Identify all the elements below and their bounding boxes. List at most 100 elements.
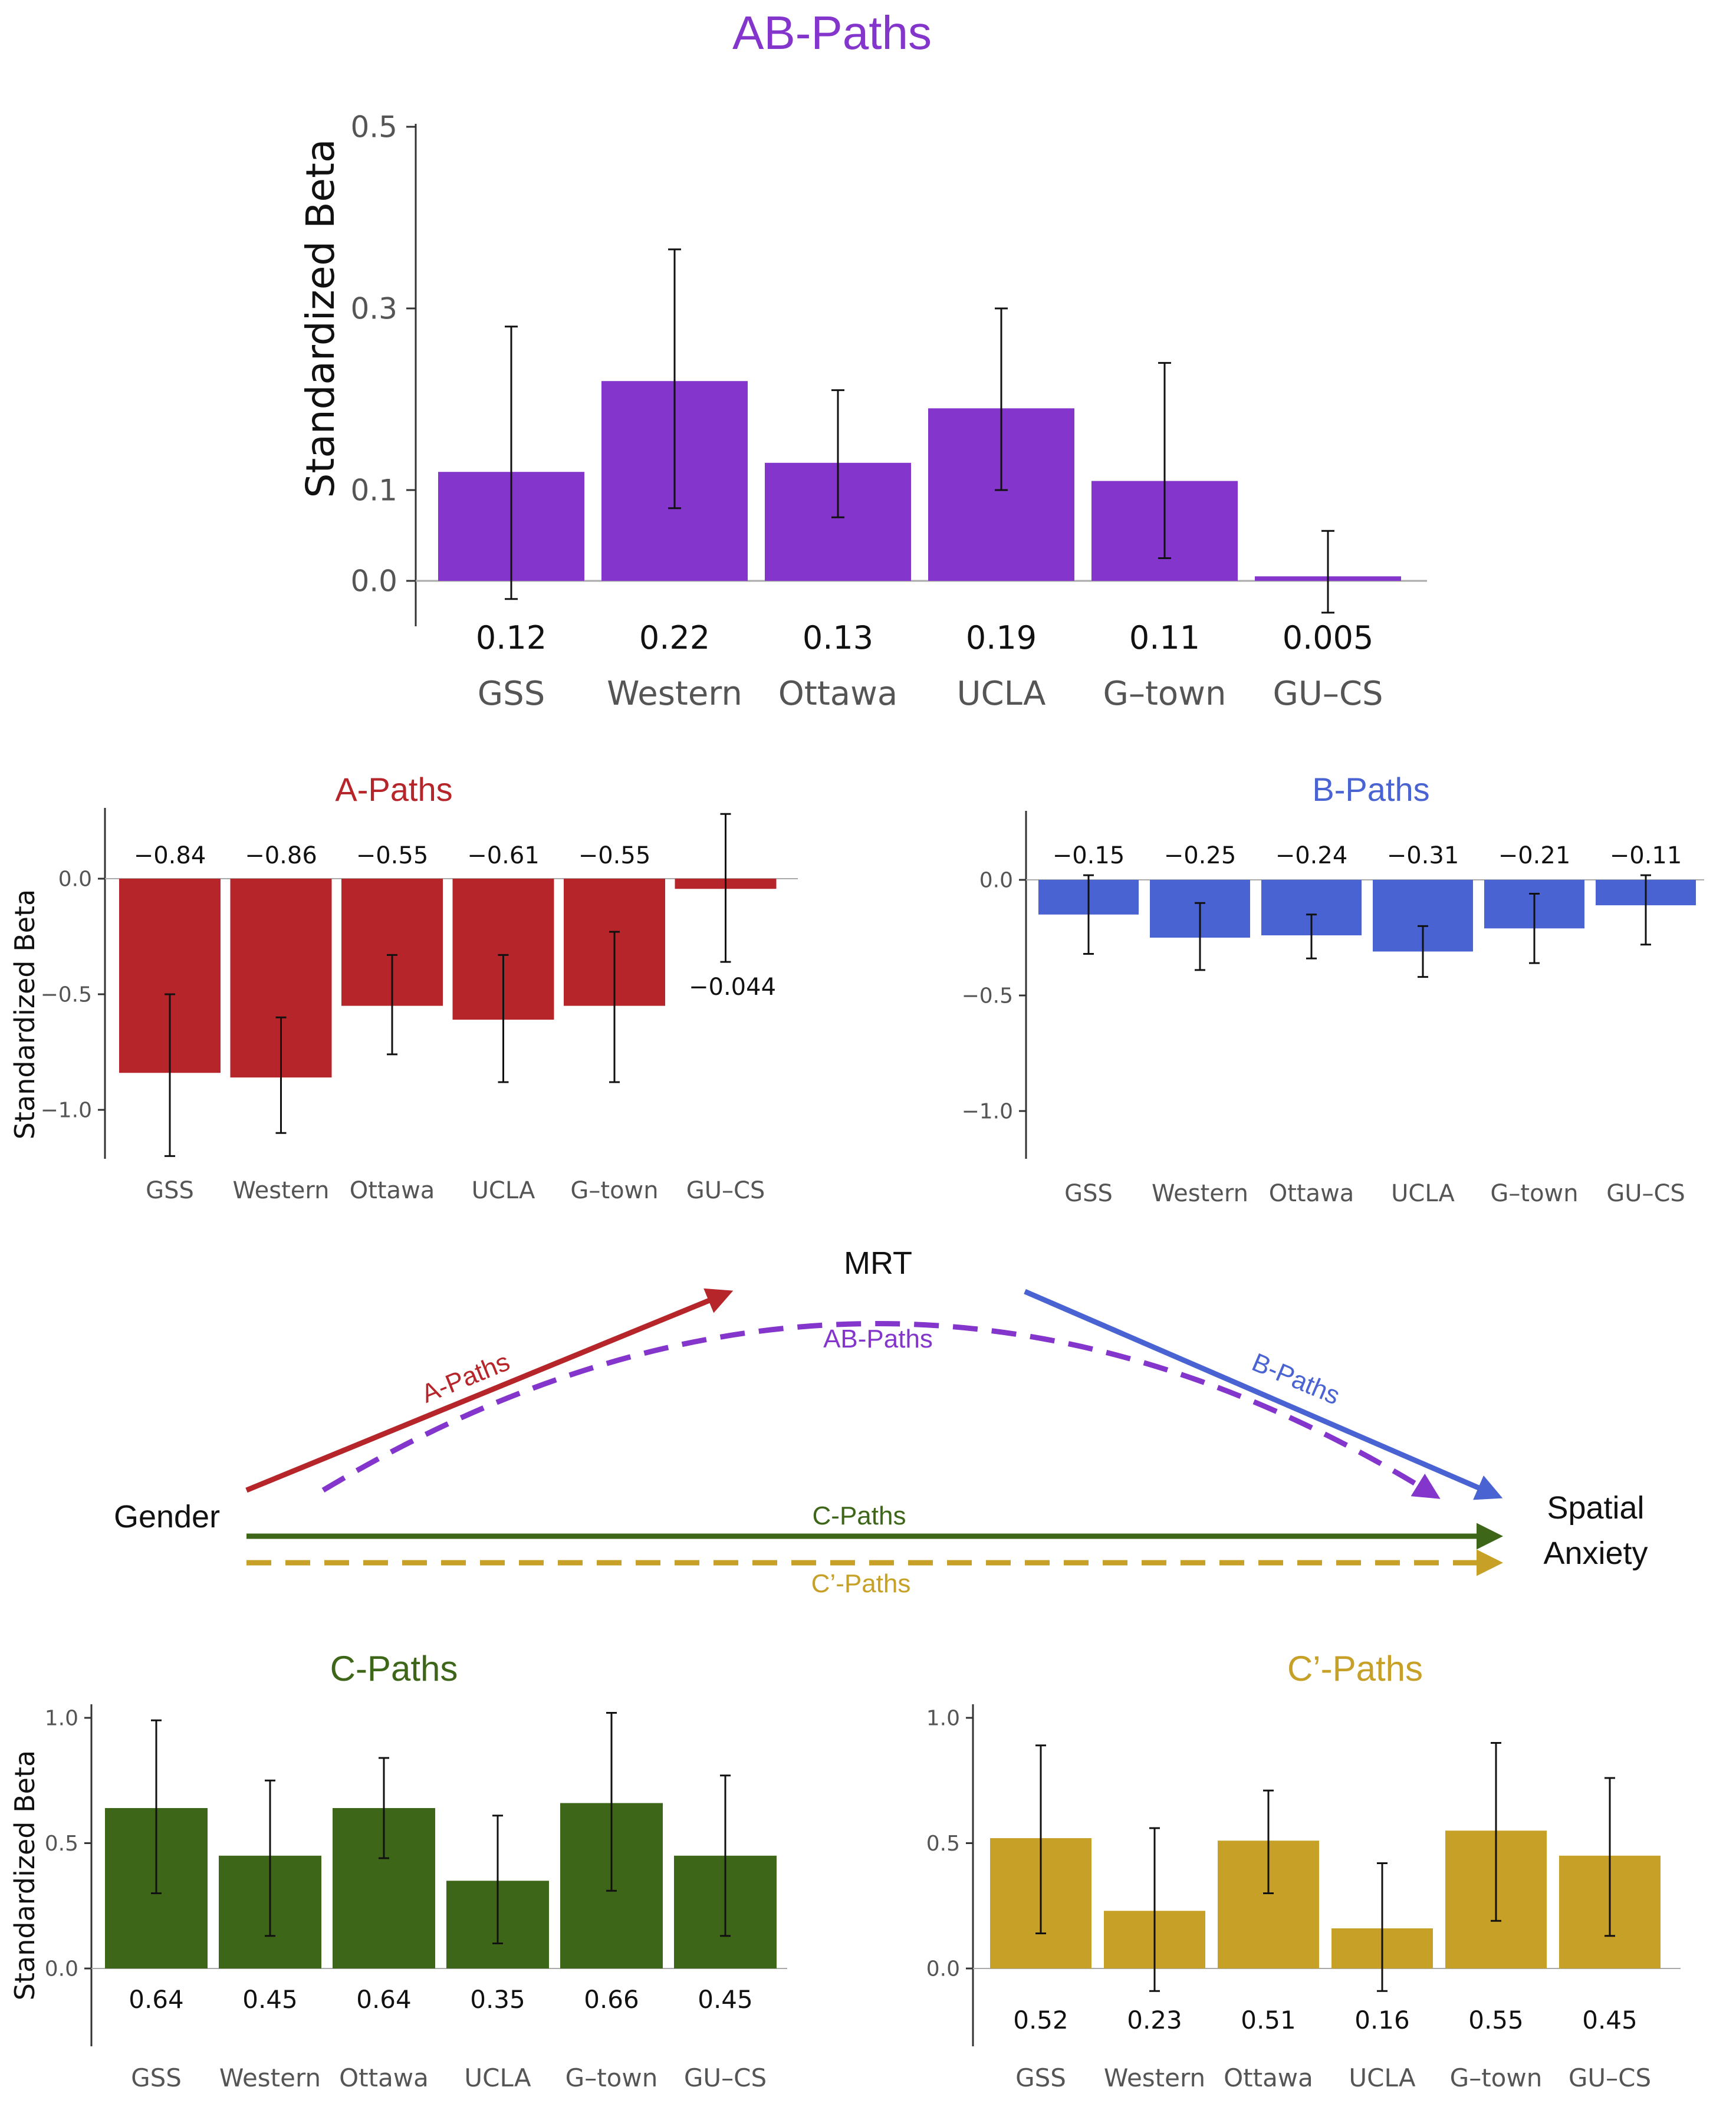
c-ytick-label: 0.0 bbox=[45, 1957, 78, 1981]
b-ytick-label: −0.5 bbox=[962, 984, 1013, 1008]
c-chart-title: C-Paths bbox=[330, 1649, 458, 1688]
ab-category-label: GSS bbox=[478, 675, 545, 713]
cprime-paths-chart: C’-Paths 0.0 0.5 1.0 0.52 0.23 0.51 0.16 0.55 0… bbox=[926, 1649, 1681, 2092]
mediator-node: MRT bbox=[844, 1245, 912, 1281]
a-category-label: GU–CS bbox=[686, 1177, 765, 1204]
cprime-ytick-label: 0.0 bbox=[926, 1957, 960, 1981]
a-y-axis-label: Standardized Beta bbox=[9, 889, 41, 1139]
a-value-label: −0.55 bbox=[356, 842, 429, 869]
ab-value-label: 0.22 bbox=[639, 619, 710, 656]
a-category-label: Western bbox=[232, 1177, 329, 1204]
a-ytick-label: −0.5 bbox=[41, 983, 92, 1007]
b-value-label: −0.21 bbox=[1498, 842, 1571, 869]
ab-value-label: 0.11 bbox=[1129, 619, 1200, 656]
c-y-axis-label: Standardized Beta bbox=[9, 1750, 41, 2000]
a-value-label: −0.55 bbox=[578, 842, 651, 869]
mediation-diagram: MRT Gender Spatial Anxiety A-Paths B-Pat… bbox=[114, 1245, 1648, 1598]
cprime-value-label: 0.45 bbox=[1582, 2006, 1638, 2035]
ab-path-arrow bbox=[321, 1321, 1441, 1499]
cprime-value-label: 0.16 bbox=[1354, 2006, 1410, 2035]
outcome-node-line2: Anxiety bbox=[1543, 1536, 1648, 1571]
c-paths-chart: C-Paths Standardized Beta 0.0 0.5 1.0 0.64… bbox=[9, 1649, 787, 2092]
b-value-label: −0.15 bbox=[1053, 842, 1125, 869]
c-value-label: 0.66 bbox=[584, 1985, 639, 2014]
ab-value-label: 0.12 bbox=[476, 619, 547, 656]
a-path-arrow bbox=[245, 1288, 734, 1493]
ab-y-axis-label: Standardized Beta bbox=[298, 139, 343, 498]
ab-category-label: GU–CS bbox=[1273, 675, 1383, 713]
predictor-node: Gender bbox=[114, 1499, 220, 1534]
a-category-label: UCLA bbox=[472, 1177, 535, 1204]
cprime-ytick-label: 0.5 bbox=[926, 1832, 960, 1856]
a-ytick-label: 0.0 bbox=[58, 867, 92, 892]
b-category-label: Ottawa bbox=[1269, 1180, 1354, 1207]
b-ytick-label: 0.0 bbox=[979, 869, 1013, 893]
cprime-path-label: C’-Paths bbox=[811, 1569, 911, 1598]
ab-category-label: Western bbox=[607, 675, 742, 713]
c-value-label: 0.45 bbox=[698, 1985, 753, 2014]
c-category-label: Ottawa bbox=[339, 2063, 429, 2092]
a-value-label: −0.61 bbox=[467, 842, 540, 869]
cprime-category-label: G–town bbox=[1450, 2063, 1543, 2092]
b-category-label: UCLA bbox=[1391, 1180, 1455, 1207]
c-category-label: Western bbox=[219, 2063, 321, 2092]
cprime-value-label: 0.52 bbox=[1013, 2006, 1068, 2035]
c-ytick-label: 1.0 bbox=[45, 1707, 78, 1731]
b-value-label: −0.31 bbox=[1387, 842, 1459, 869]
ab-category-label: G–town bbox=[1103, 675, 1227, 713]
c-path-label: C-Paths bbox=[813, 1501, 906, 1530]
c-category-label: GSS bbox=[131, 2063, 182, 2092]
a-category-label: G–town bbox=[570, 1177, 658, 1204]
c-value-label: 0.35 bbox=[470, 1985, 525, 2014]
ab-paths-chart: AB-Paths Standardized Beta 0.00.10.30.5 … bbox=[298, 6, 1427, 713]
ab-value-label: 0.13 bbox=[803, 619, 873, 656]
c-value-label: 0.45 bbox=[242, 1985, 298, 2014]
c-category-label: G–town bbox=[565, 2063, 658, 2092]
a-chart-title: A-Paths bbox=[335, 771, 452, 808]
b-category-label: G–town bbox=[1490, 1180, 1578, 1207]
cprime-chart-title: C’-Paths bbox=[1287, 1649, 1423, 1688]
a-value-label: −0.84 bbox=[134, 842, 206, 869]
b-path-label: B-Paths bbox=[1248, 1348, 1344, 1411]
ab-value-label: 0.19 bbox=[966, 619, 1037, 656]
b-ytick-label: −1.0 bbox=[962, 1100, 1013, 1124]
c-value-label: 0.64 bbox=[356, 1985, 412, 2014]
cprime-category-label: Ottawa bbox=[1224, 2063, 1313, 2092]
cprime-category-label: GU–CS bbox=[1569, 2063, 1651, 2092]
cprime-value-label: 0.23 bbox=[1127, 2006, 1182, 2035]
ab-ytick-label: 0.1 bbox=[350, 474, 397, 508]
b-chart-title: B-Paths bbox=[1312, 771, 1429, 808]
c-category-label: UCLA bbox=[464, 2063, 531, 2092]
a-value-label: −0.86 bbox=[245, 842, 317, 869]
b-category-label: Western bbox=[1152, 1180, 1248, 1207]
cprime-ytick-label: 1.0 bbox=[926, 1707, 960, 1731]
ab-path-label: AB-Paths bbox=[823, 1324, 933, 1353]
a-category-label: Ottawa bbox=[350, 1177, 435, 1204]
ab-ytick-label: 0.3 bbox=[350, 292, 397, 326]
cprime-value-label: 0.55 bbox=[1468, 2006, 1524, 2035]
ab-category-label: Ottawa bbox=[778, 675, 897, 713]
a-category-label: GSS bbox=[146, 1177, 194, 1204]
b-value-label: −0.11 bbox=[1610, 842, 1682, 869]
c-category-label: GU–CS bbox=[684, 2063, 767, 2092]
outcome-node-line1: Spatial bbox=[1547, 1490, 1644, 1526]
cprime-category-label: Western bbox=[1104, 2063, 1205, 2092]
b-path-arrow bbox=[1024, 1289, 1503, 1500]
b-paths-chart: B-Paths 0.0 −0.5 −1.0 −0.15 −0.25 −0.24 −0.31… bbox=[962, 771, 1704, 1207]
cprime-category-label: GSS bbox=[1015, 2063, 1066, 2092]
ab-value-label: 0.005 bbox=[1283, 619, 1374, 656]
b-category-label: GSS bbox=[1064, 1180, 1113, 1207]
b-category-label: GU–CS bbox=[1606, 1180, 1685, 1207]
a-ytick-label: −1.0 bbox=[41, 1099, 92, 1123]
cprime-value-label: 0.51 bbox=[1241, 2006, 1296, 2035]
b-value-label: −0.24 bbox=[1275, 842, 1348, 869]
ab-category-label: UCLA bbox=[957, 675, 1046, 713]
a-value-label: −0.044 bbox=[689, 974, 776, 1001]
ab-ytick-label: 0.0 bbox=[350, 564, 397, 599]
c-ytick-label: 0.5 bbox=[45, 1832, 78, 1856]
b-value-label: −0.25 bbox=[1164, 842, 1237, 869]
ab-ytick-label: 0.5 bbox=[350, 110, 397, 144]
a-paths-chart: A-Paths Standardized Beta 0.0 −0.5 −1.0 −0… bbox=[9, 771, 798, 1204]
cprime-category-label: UCLA bbox=[1349, 2063, 1415, 2092]
